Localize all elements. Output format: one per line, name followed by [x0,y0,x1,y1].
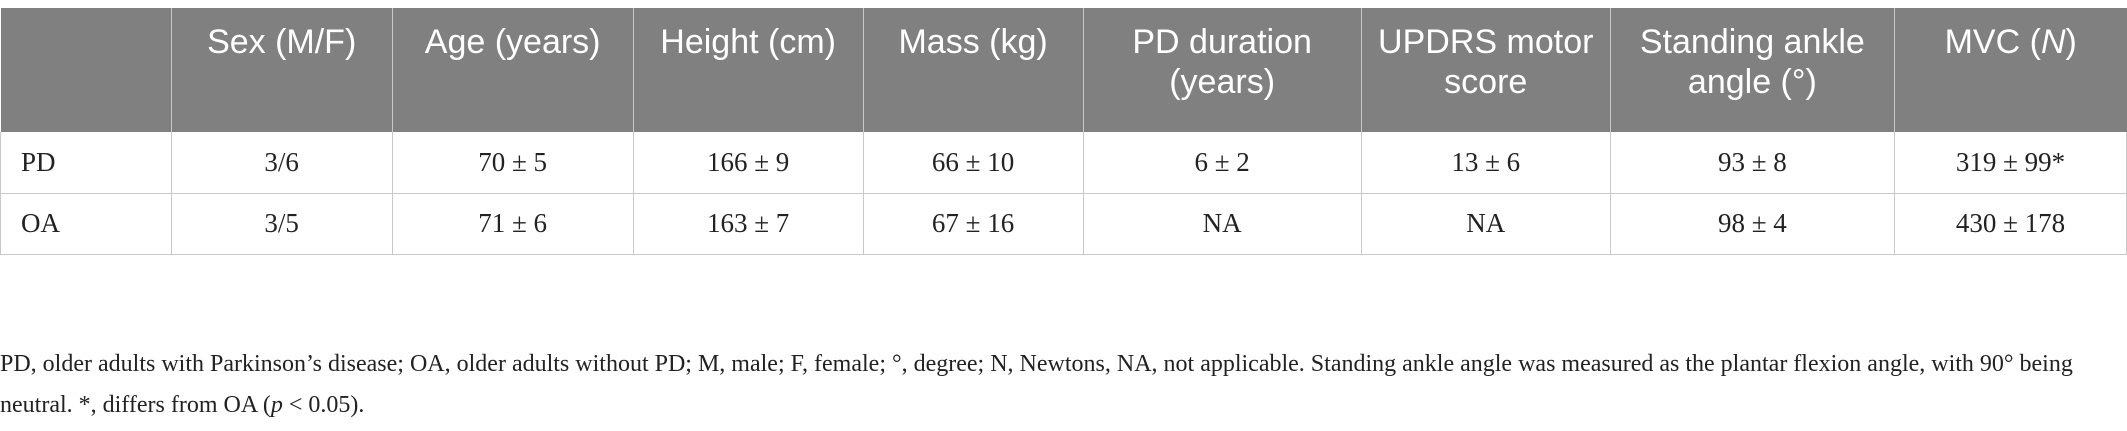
header-row: Sex (M/F) Age (years) Height (cm) Mass (… [0,8,2127,132]
cell-ankle-angle: 98 ± 4 [1609,193,1895,255]
cell-pd-duration: 6 ± 2 [1082,132,1362,194]
cell-sex: 3/5 [170,193,393,255]
cell-group: PD [0,132,172,194]
cell-height: 163 ± 7 [632,193,864,255]
header-ankle-angle: Standing ankle angle (°) [1609,8,1895,132]
header-mass: Mass (kg) [862,8,1084,132]
header-mvc: MVC (N) [1893,8,2127,132]
cell-sex: 3/6 [170,132,393,194]
table-footnote: PD, older adults with Parkinson’s diseas… [0,344,2100,426]
header-age: Age (years) [391,8,634,132]
footnote-tail: < 0.05). [282,392,365,418]
cell-height: 166 ± 9 [632,132,864,194]
table-row-oa: OA 3/5 71 ± 6 163 ± 7 67 ± 16 NA NA 98 ±… [0,193,2127,255]
header-sex: Sex (M/F) [170,8,393,132]
header-pd-duration: PD duration (years) [1082,8,1362,132]
header-mvc-suffix: ) [2065,23,2077,61]
header-mvc-unit: N [2040,23,2066,61]
cell-age: 71 ± 6 [391,193,634,255]
header-height: Height (cm) [632,8,864,132]
characteristics-table: Sex (M/F) Age (years) Height (cm) Mass (… [0,8,2127,255]
cell-group: OA [0,193,172,255]
header-updrs: UPDRS motor score [1360,8,1611,132]
cell-ankle-angle: 93 ± 8 [1609,132,1895,194]
header-group [0,8,172,132]
cell-mvc: 430 ± 178 [1893,193,2127,255]
cell-pd-duration: NA [1082,193,1362,255]
cell-mvc: 319 ± 99* [1893,132,2127,194]
header-mvc-prefix: MVC ( [1944,23,2041,61]
cell-mass: 67 ± 16 [862,193,1084,255]
table-row-pd: PD 3/6 70 ± 5 166 ± 9 66 ± 10 6 ± 2 13 ±… [0,132,2127,194]
cell-updrs: 13 ± 6 [1360,132,1611,194]
footnote-main: PD, older adults with Parkinson’s diseas… [0,351,2073,418]
cell-updrs: NA [1360,193,1611,255]
cell-mass: 66 ± 10 [862,132,1084,194]
cell-age: 70 ± 5 [391,132,634,194]
footnote-p-symbol: p [270,392,283,418]
